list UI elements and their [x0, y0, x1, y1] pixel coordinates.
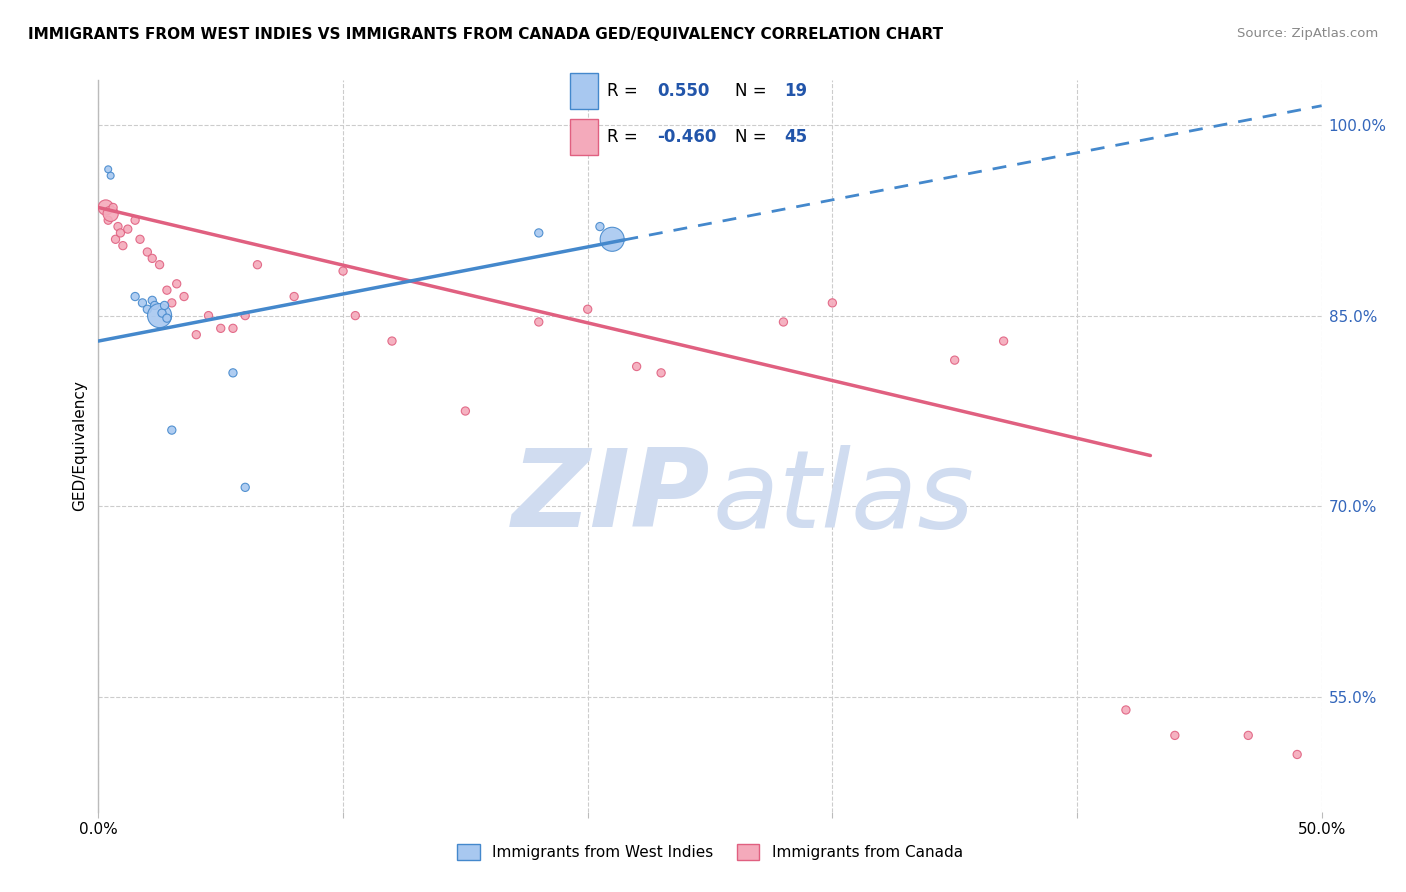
Point — [136, 302, 159, 317]
Point — [104, 232, 127, 246]
Point — [772, 315, 794, 329]
Point — [141, 252, 163, 266]
Point — [141, 293, 163, 308]
Point — [1237, 728, 1260, 742]
Point — [233, 309, 256, 323]
Point — [186, 327, 208, 342]
Point — [197, 309, 219, 323]
Point — [149, 309, 172, 323]
Point — [222, 321, 245, 335]
Text: 0.550: 0.550 — [658, 82, 710, 100]
Point — [650, 366, 672, 380]
Text: Source: ZipAtlas.com: Source: ZipAtlas.com — [1237, 27, 1378, 40]
Point — [117, 222, 139, 236]
Point — [600, 232, 623, 246]
Text: N =: N = — [735, 82, 766, 100]
Point — [209, 321, 232, 335]
Point — [943, 353, 966, 368]
Point — [576, 302, 599, 317]
Point — [222, 366, 245, 380]
Point — [149, 258, 172, 272]
Point — [821, 296, 844, 310]
Point — [589, 219, 612, 234]
Point — [156, 311, 179, 326]
Point — [381, 334, 404, 348]
Point — [97, 162, 120, 177]
Legend: Immigrants from West Indies, Immigrants from Canada: Immigrants from West Indies, Immigrants … — [451, 838, 969, 866]
Point — [283, 289, 305, 303]
Point — [97, 213, 120, 227]
Point — [246, 258, 269, 272]
Text: -0.460: -0.460 — [658, 128, 717, 145]
Point — [993, 334, 1015, 348]
Point — [136, 245, 159, 260]
Point — [150, 306, 173, 320]
Point — [100, 169, 122, 183]
Point — [111, 238, 134, 252]
Point — [107, 219, 129, 234]
Point — [332, 264, 354, 278]
Point — [344, 309, 367, 323]
Point — [101, 201, 124, 215]
Text: 19: 19 — [785, 82, 807, 100]
Point — [124, 213, 146, 227]
Text: 45: 45 — [785, 128, 807, 145]
Text: ZIP: ZIP — [512, 444, 710, 550]
Text: R =: R = — [607, 82, 638, 100]
Point — [166, 277, 188, 291]
Text: atlas: atlas — [713, 445, 974, 549]
Point — [156, 283, 179, 297]
Point — [527, 315, 550, 329]
Point — [1164, 728, 1187, 742]
Point — [153, 298, 176, 312]
Point — [1115, 703, 1137, 717]
Point — [94, 201, 117, 215]
Point — [110, 226, 132, 240]
Text: R =: R = — [607, 128, 638, 145]
Text: N =: N = — [735, 128, 766, 145]
Y-axis label: GED/Equivalency: GED/Equivalency — [72, 381, 87, 511]
FancyBboxPatch shape — [569, 119, 599, 155]
Point — [173, 289, 195, 303]
Point — [160, 296, 183, 310]
Point — [454, 404, 477, 418]
Point — [131, 296, 153, 310]
Point — [100, 207, 122, 221]
Point — [124, 289, 146, 303]
Point — [1286, 747, 1309, 762]
Point — [527, 226, 550, 240]
Point — [129, 232, 152, 246]
Point — [233, 480, 256, 494]
Text: IMMIGRANTS FROM WEST INDIES VS IMMIGRANTS FROM CANADA GED/EQUIVALENCY CORRELATIO: IMMIGRANTS FROM WEST INDIES VS IMMIGRANT… — [28, 27, 943, 42]
Point — [160, 423, 183, 437]
FancyBboxPatch shape — [569, 73, 599, 109]
Point — [143, 298, 166, 312]
Point — [626, 359, 648, 374]
